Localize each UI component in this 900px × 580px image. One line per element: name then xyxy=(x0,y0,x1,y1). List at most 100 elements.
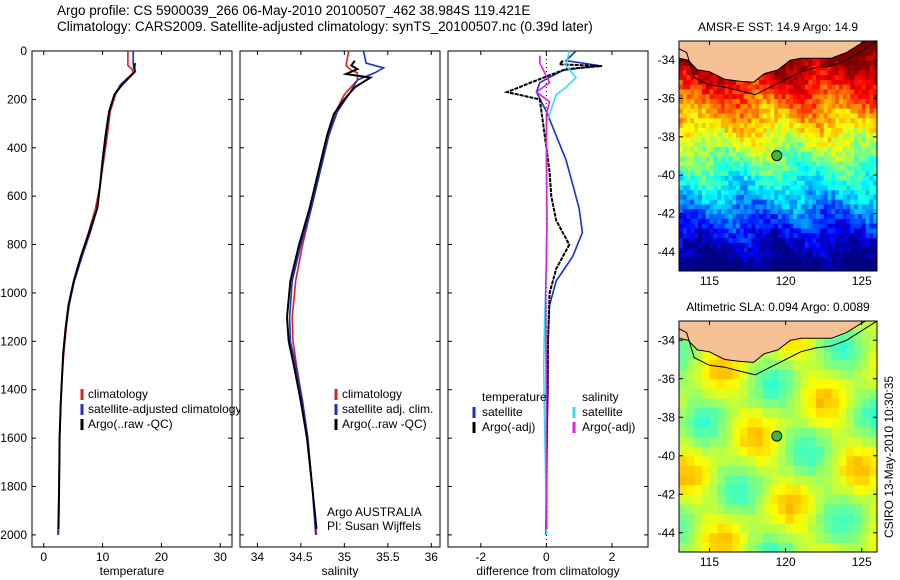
map-cell xyxy=(759,266,764,271)
map-cell xyxy=(858,79,863,85)
map-cell xyxy=(774,103,779,109)
map-cell xyxy=(743,93,749,100)
map-cell xyxy=(831,218,836,224)
map-cell xyxy=(846,503,855,515)
map-cell xyxy=(797,199,802,205)
map-cell xyxy=(823,388,832,399)
map-cell xyxy=(743,227,749,234)
map-cell xyxy=(766,165,771,171)
map-cell xyxy=(736,247,741,253)
map-cell xyxy=(785,208,790,215)
map-cell xyxy=(778,160,783,167)
map-cell xyxy=(747,160,752,167)
map-cell xyxy=(682,232,688,239)
map-cell xyxy=(682,247,688,253)
map-cell xyxy=(812,175,817,181)
map-cell xyxy=(766,84,771,90)
map-cell xyxy=(724,199,730,205)
map-cell xyxy=(682,208,688,215)
map-cell xyxy=(854,227,859,234)
map-cell xyxy=(679,165,684,171)
map-cell xyxy=(797,180,802,186)
map-cell xyxy=(709,74,714,80)
map-cell xyxy=(762,378,771,389)
map-cell xyxy=(842,69,848,76)
map-cell xyxy=(846,542,855,552)
map-cell xyxy=(732,266,737,271)
map-cell xyxy=(743,261,749,267)
map-cell xyxy=(812,251,817,258)
map-cell xyxy=(762,88,768,95)
map-cell xyxy=(804,170,810,176)
map-cell xyxy=(823,359,832,370)
map-cell xyxy=(694,426,703,438)
map-cell xyxy=(778,232,783,239)
map-cell xyxy=(831,55,836,61)
map-cell xyxy=(778,93,783,100)
map-cell xyxy=(694,349,703,361)
map-cell xyxy=(846,349,855,361)
map-cell xyxy=(778,261,783,267)
map-cell xyxy=(694,84,699,90)
map-cell xyxy=(789,194,794,200)
map-cell xyxy=(679,266,684,271)
map-cell xyxy=(747,84,752,90)
map-cell xyxy=(865,88,870,95)
map-cell xyxy=(797,227,802,234)
map-cell xyxy=(804,69,810,76)
map-cell xyxy=(831,388,840,399)
map-cell xyxy=(774,180,779,186)
map-cell xyxy=(823,484,832,495)
map-cell xyxy=(766,208,771,215)
map-cell xyxy=(736,117,741,124)
map-cell xyxy=(694,74,699,80)
map-cell xyxy=(816,93,821,100)
map-cell xyxy=(701,160,707,167)
map-cell xyxy=(743,151,749,157)
map-cell xyxy=(694,242,699,248)
map-cell xyxy=(698,132,703,138)
map-cell xyxy=(736,208,741,215)
map-cell xyxy=(812,132,817,138)
map-cell xyxy=(709,180,714,186)
map-cell xyxy=(785,417,794,428)
map-cell xyxy=(724,223,730,229)
y-tick-label: 200 xyxy=(7,92,27,106)
series-line-black xyxy=(57,62,136,529)
map-cell xyxy=(861,60,867,66)
map-cell xyxy=(686,84,691,90)
map-cell xyxy=(846,103,851,109)
map-cell xyxy=(774,199,779,205)
map-cell xyxy=(755,213,760,219)
map-cell xyxy=(690,122,695,128)
map-cell xyxy=(842,103,848,109)
x-tick-label: 34 xyxy=(251,550,265,564)
map-cell xyxy=(823,223,829,229)
map-cell xyxy=(869,227,874,234)
map-cell xyxy=(808,180,813,186)
map-cell xyxy=(679,436,688,447)
map-cell xyxy=(736,256,741,262)
map-cell xyxy=(759,208,764,215)
map-cell xyxy=(793,132,798,138)
map-cell xyxy=(728,146,733,152)
map-cell xyxy=(816,203,821,210)
map-cell xyxy=(842,223,848,229)
map-cell xyxy=(823,446,832,457)
plot-frame xyxy=(239,50,441,548)
map-cell xyxy=(759,136,764,143)
map-cell xyxy=(800,79,806,85)
map-cell xyxy=(698,256,703,262)
map-cell xyxy=(873,227,877,234)
map-cell xyxy=(732,127,737,133)
map-cell xyxy=(701,180,707,186)
map-cell xyxy=(804,60,810,66)
map-cell xyxy=(800,93,806,100)
map-cell xyxy=(724,165,730,171)
map-cell xyxy=(785,203,790,210)
map-cell xyxy=(679,378,688,389)
map-cell xyxy=(858,55,863,61)
map-cell xyxy=(846,523,855,534)
map-cell xyxy=(816,189,821,195)
map-cell xyxy=(774,132,779,138)
